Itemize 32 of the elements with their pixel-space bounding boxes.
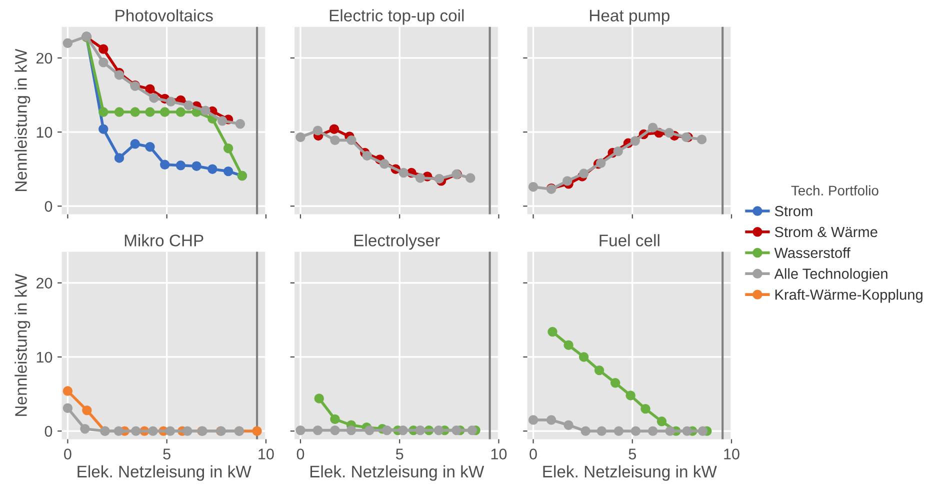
x-tick-label: 5 — [628, 448, 636, 460]
legend-label: Strom & Wärme — [774, 226, 878, 238]
chart-title: Electrolyser — [354, 234, 440, 250]
legend-label: Strom — [774, 206, 812, 216]
x-axis-title: Elek. Netzleisung in kW — [310, 465, 484, 481]
legend-label: Kraft-Wärme-Kopplung — [775, 289, 922, 303]
chart-title: Fuel cell — [600, 234, 660, 246]
y-axis-title: Nennleistung in kW — [14, 274, 30, 416]
chart-title: Mikro CHP — [124, 234, 204, 246]
y-tick-label: 0 — [44, 200, 52, 212]
y-tick-label: 20 — [36, 52, 52, 64]
y-tick-label: 10 — [36, 352, 52, 363]
chart-title: Electric top-up coil — [330, 9, 464, 25]
x-tick-label: 5 — [163, 448, 170, 460]
chart-title: Photovoltaics — [116, 9, 213, 22]
x-tick-label: 0 — [530, 448, 537, 460]
x-tick-label: 0 — [64, 448, 72, 460]
legend-label: Alle Technologien — [774, 268, 888, 282]
chart-title: Heat pump — [590, 10, 670, 25]
x-tick-label: 10 — [258, 448, 274, 460]
x-axis-title: Elek. Netzleisung in kW — [78, 465, 252, 481]
x-tick-label: 0 — [296, 448, 304, 460]
legend-title: Tech. Portfolio — [791, 185, 878, 196]
y-axis-title: Nennleistung in kW — [14, 48, 30, 191]
x-tick-label: 5 — [396, 448, 404, 460]
y-tick-label: 20 — [36, 278, 52, 289]
x-tick-label: 10 — [724, 448, 740, 460]
legend-label: Wasserstoff — [774, 247, 850, 258]
y-tick-label: 0 — [44, 426, 52, 437]
x-axis-title: Elek. Netzleisung in kW — [543, 465, 717, 481]
y-tick-label: 10 — [36, 126, 52, 138]
x-tick-label: 10 — [491, 448, 507, 460]
